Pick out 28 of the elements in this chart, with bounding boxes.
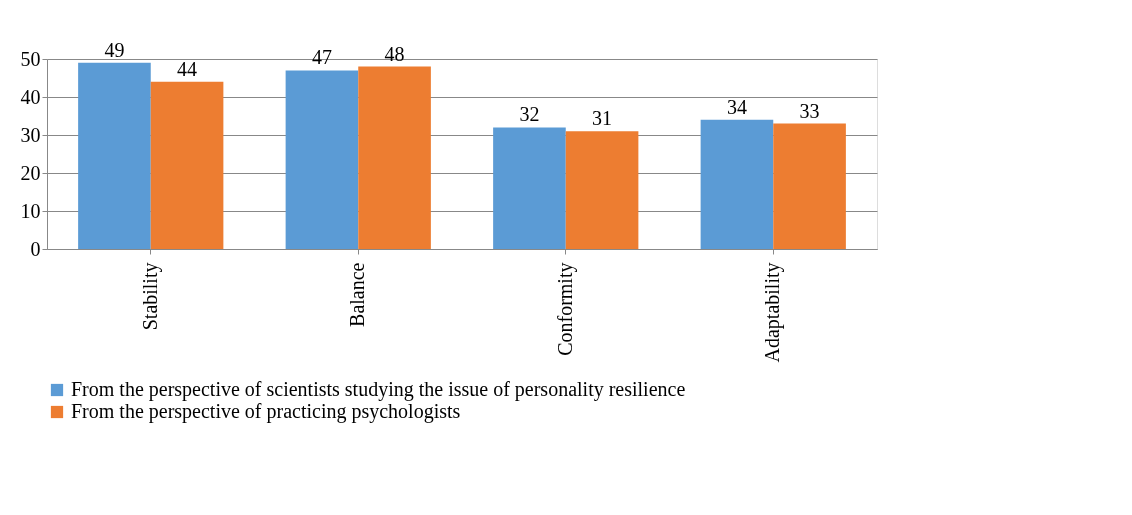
data-label: 49: [104, 38, 125, 61]
bar: [773, 123, 846, 249]
data-label: 32: [519, 103, 540, 126]
bar: [565, 131, 639, 249]
x-tick-label: Conformity: [553, 262, 577, 356]
bar: [493, 127, 566, 249]
bar: [700, 119, 774, 249]
legend-label: From the perspective of practicing psychologists: [71, 400, 461, 423]
data-label: 31: [592, 107, 613, 130]
data-label: 44: [177, 57, 198, 80]
data-label: 33: [799, 99, 820, 122]
legend-label: From the perspective of scientists studying the issue of personality resilience: [71, 378, 686, 401]
x-tick-label: Adaptability: [761, 262, 785, 363]
data-label: 48: [384, 42, 405, 65]
bar: [358, 66, 431, 249]
bar: [285, 70, 359, 249]
x-tick-label: Balance: [346, 262, 369, 327]
y-tick-label: 0: [30, 237, 41, 260]
bar: [150, 81, 224, 249]
y-tick-label: 30: [20, 123, 41, 146]
y-tick-label: 10: [20, 199, 41, 222]
y-tick-label: 50: [20, 47, 41, 70]
bar: [78, 62, 151, 249]
data-label: 34: [726, 95, 747, 118]
x-tick-label: Stability: [138, 262, 162, 331]
data-label: 47: [311, 46, 332, 69]
y-tick-label: 40: [20, 85, 41, 108]
y-tick-label: 20: [20, 161, 41, 184]
